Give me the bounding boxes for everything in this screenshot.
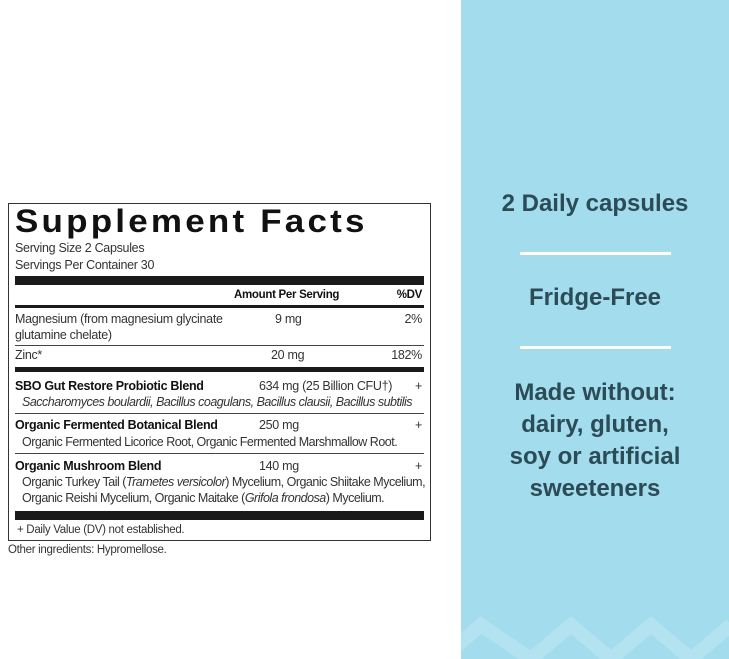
blend-amount: 140 mg <box>259 459 299 473</box>
divider <box>15 453 424 454</box>
supplement-facts-label: Supplement Facts Serving Size 2 Capsules… <box>8 203 431 541</box>
header-dv: %DV <box>396 289 423 301</box>
nutrient-dv: 182% <box>391 348 422 362</box>
blend-ingredients: Organic Fermented Licorice Root, Organic… <box>22 435 398 449</box>
blend-amount: 250 mg <box>259 418 299 432</box>
blend-name: Organic Mushroom Blend <box>15 459 162 473</box>
servings-per-container: Servings Per Container 30 <box>15 258 155 272</box>
text: ) Mycelium, Organic Shiitake Mycelium, <box>225 475 426 489</box>
feature-made-without: sweeteners <box>529 475 661 502</box>
divider <box>15 511 424 520</box>
divider <box>15 367 424 372</box>
nutrient-amount: 9 mg <box>275 312 302 326</box>
latin-name: Trametes versicolor <box>125 475 226 489</box>
divider <box>15 413 424 414</box>
text: Organic Turkey Tail ( <box>22 475 126 489</box>
text: Organic Reishi Mycelium, Organic Maitake… <box>22 491 245 505</box>
blend-amount: 634 mg (25 Billion CFU†) <box>259 379 393 393</box>
header-amount: Amount Per Serving <box>234 289 340 301</box>
footnote: + Daily Value (DV) not established. <box>17 524 185 536</box>
text: ) Mycelium. <box>325 491 385 505</box>
latin-name: Grifola frondosa <box>244 491 326 505</box>
feature-fridge-free: Fridge-Free <box>528 284 662 311</box>
divider <box>15 345 424 346</box>
feature-made-without: soy or artificial <box>509 443 681 470</box>
blend-ingredients: Saccharomyces boulardii, Bacillus coagul… <box>22 395 413 409</box>
divider <box>15 276 424 285</box>
nutrient-name: glutamine chelate) <box>15 328 112 342</box>
blend-ingredients: Organic Reishi Mycelium, Organic Maitake… <box>22 491 385 505</box>
feature-daily-capsules: 2 Daily capsules <box>501 190 689 217</box>
chevron-pattern-icon <box>461 615 729 659</box>
nutrient-name: Zinc* <box>15 348 42 362</box>
divider <box>15 305 424 308</box>
feature-made-without: Made without: <box>514 379 676 406</box>
blend-name: SBO Gut Restore Probiotic Blend <box>15 379 204 393</box>
features-panel: 2 Daily capsules Fridge-Free Made withou… <box>461 0 729 659</box>
blend-ingredients: Organic Turkey Tail (Trametes versicolor… <box>22 475 426 489</box>
nutrient-name: Magnesium (from magnesium glycinate <box>15 312 223 326</box>
label-title: Supplement Facts <box>15 203 368 240</box>
blend-dv: + <box>415 379 422 393</box>
nutrient-dv: 2% <box>404 312 423 326</box>
serving-size: Serving Size 2 Capsules <box>15 241 145 255</box>
divider <box>520 252 671 255</box>
other-ingredients: Other ingredients: Hypromellose. <box>8 544 167 556</box>
divider <box>520 346 671 349</box>
blend-dv: + <box>415 459 422 473</box>
feature-made-without: dairy, gluten, <box>521 411 669 438</box>
blend-name: Organic Fermented Botanical Blend <box>15 418 218 432</box>
blend-dv: + <box>415 418 422 432</box>
nutrient-amount: 20 mg <box>271 348 305 362</box>
